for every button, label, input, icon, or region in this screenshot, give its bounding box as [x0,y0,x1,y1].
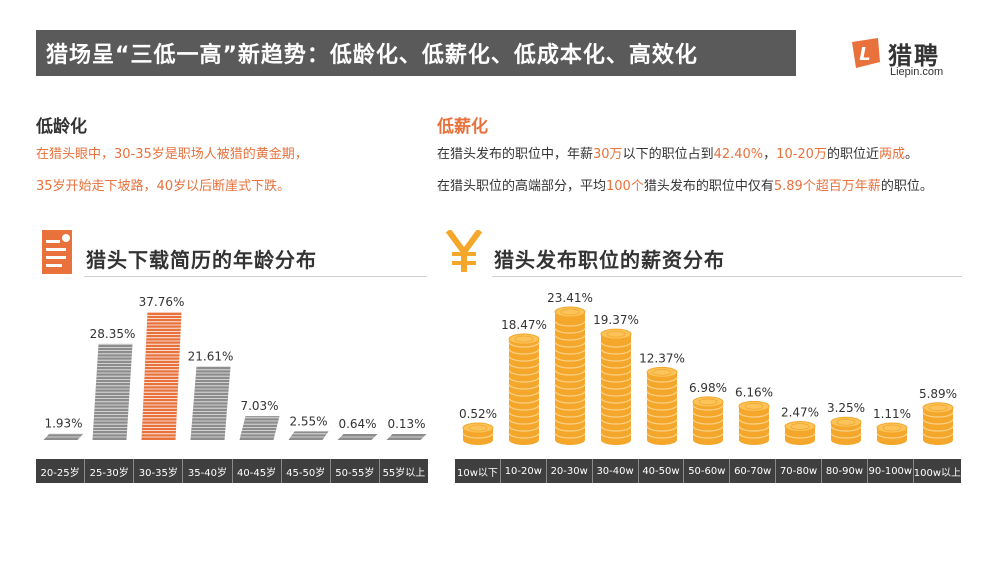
category-label: 80-90w [822,459,868,483]
logo-text-cn: 猎聘 [888,42,940,70]
left-desc-line2: 35岁开始走下坡路，40岁以后断崖式下跌。 [36,179,291,194]
bar [462,422,494,445]
category-label: 25-30岁 [85,459,135,483]
data-label: 28.35% [90,327,136,341]
bar [43,433,84,440]
right-chart-title: 猎头发布职位的薪资分布 [494,248,725,272]
data-label: 2.55% [289,414,327,428]
age-category-bar: 20-25岁 25-30岁 30-35岁 35-40岁 40-45岁 45-50岁 50-5… [36,459,428,483]
text-highlight: 100个 [606,179,644,194]
category-label: 90-100w [868,459,914,483]
bar [830,416,862,445]
data-label: 6.98% [689,381,727,395]
right-desc-line2: 在猎头职位的高端部分，平均100个猎头发布的职位中仅有5.89个超百万年薪的职位… [437,172,933,202]
data-label: 0.13% [387,417,425,431]
title-bar: 猎场呈“三低一高”新趋势：低龄化、低薪化、低成本化、高效化 [36,30,796,76]
text-segment: 以下的职位占到 [622,147,714,162]
bar [190,366,231,440]
category-label: 20-25岁 [36,459,86,483]
text-segment: 的职位。 [880,179,933,194]
category-label: 30-40w [593,459,639,483]
category-label: 45-50岁 [282,459,331,483]
data-label: 18.47% [501,318,547,332]
bar [386,434,427,440]
text-highlight: 两成 [878,147,905,162]
data-label: 21.61% [188,350,234,364]
data-label: 37.76% [139,295,185,309]
bar [554,306,586,445]
bar [600,328,632,445]
data-label: 23.41% [547,291,593,305]
left-chart-divider [84,276,427,277]
data-label: 7.03% [240,399,278,413]
category-label: 55岁以上 [382,467,426,479]
category-label: 40-50w [639,459,685,483]
left-desc-line1: 在猎头眼中，30-35岁是职场人被猎的黄金期， [36,147,308,162]
category-label: 35-40岁 [183,459,233,483]
text-highlight: 42.40% [713,147,764,162]
bar [92,343,133,440]
bar [646,366,678,445]
logo-text-en: Liepin.com [890,66,944,78]
bar [288,431,329,440]
category-label: 100w以上 [913,467,962,479]
bar [692,396,724,445]
document-icon [42,230,72,274]
data-label: 0.52% [459,407,497,421]
category-label: 50-60w [684,459,731,483]
yen-icon [445,230,483,272]
salary-distribution-chart: 0.52% 18.47%23.41%19.37% 12.37% 6.98% 6.16% 2… [459,291,957,445]
text-segment: ， [763,147,777,162]
text-segment: 在猎头发布的职位中，年薪 [437,147,594,162]
bar [337,434,378,440]
data-label: 2.47% [781,405,819,419]
data-label: 12.37% [639,351,685,365]
text-segment: 的职位近 [826,147,879,162]
category-label: 10w以下 [455,459,501,483]
data-label: 1.93% [44,416,82,430]
category-label: 10-20w [501,459,547,483]
bar [239,416,280,440]
text-segment: 。 [904,147,918,162]
bar [738,400,770,445]
bar [508,333,540,445]
category-label: 60-70w [730,459,777,483]
left-heading: 低龄化 [36,117,87,137]
bar [922,402,954,445]
category-label: 70-80w [776,459,822,483]
data-label: 3.25% [827,401,865,415]
age-distribution-chart: 1.93% 28.35% 37.76% 21.61% 7.03% 2.55% 0.64% 0.… [43,295,427,440]
category-label: 40-45岁 [233,459,282,483]
data-label: 6.16% [735,385,773,399]
page-title: 猎场呈“三低一高”新趋势：低龄化、低薪化、低成本化、高效化 [46,43,698,68]
liepin-logo-mark: L [852,38,880,68]
category-label: 30-35岁 [134,459,184,483]
category-label: 20-30w [547,459,593,483]
right-chart-divider [492,276,962,277]
data-label: 5.89% [919,387,957,401]
data-label: 1.11% [873,407,911,421]
right-heading: 低薪化 [437,117,488,137]
data-label: 0.64% [338,417,376,431]
svg-text:L: L [859,44,870,65]
bar [876,422,908,445]
salary-category-bar: 10w以下 10-20w 20-30w 30-40w 40-50w 50-60w 60-70… [455,459,961,483]
text-highlight: 30万 [593,147,623,162]
text-segment: 在猎头职位的高端部分，平均 [437,179,607,194]
bar [784,420,816,445]
text-segment: 猎头发布的职位中仅有 [643,179,774,194]
left-chart-title: 猎头下载简历的年龄分布 [86,248,317,272]
category-label: 50-55岁 [331,459,380,483]
data-label: 19.37% [593,313,639,327]
bar [141,311,182,440]
right-desc-line1: 在猎头发布的职位中，年薪30万以下的职位占到42.40%，10-20万的职位近两… [437,140,918,170]
liepin-logo: L 猎聘 Liepin.com [848,32,968,80]
text-highlight: 10-20万 [776,147,827,162]
text-highlight: 5.89个超百万年薪 [773,179,881,194]
